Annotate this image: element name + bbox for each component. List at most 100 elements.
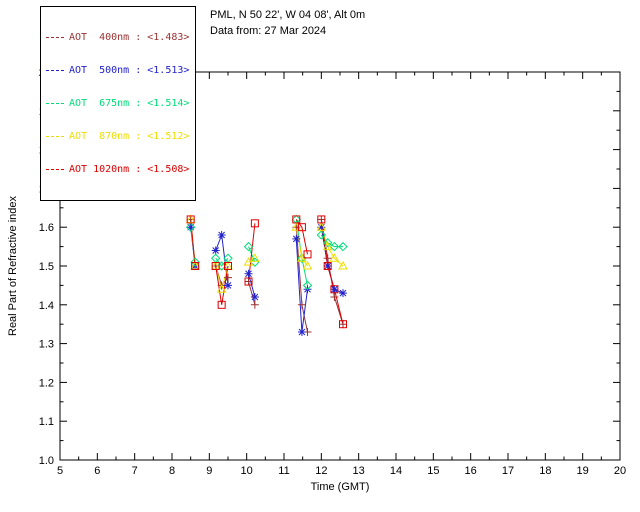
y-tick-label: 1.3 <box>39 339 54 351</box>
plus-marker <box>338 320 347 329</box>
square-marker <box>303 250 312 259</box>
legend-item-1020nm: AOT 1020nm : <1.508> <box>46 164 189 175</box>
diamond-marker <box>338 241 348 252</box>
x-tick-label: 8 <box>169 465 175 477</box>
asterisk-marker <box>292 234 301 243</box>
square-marker <box>211 262 220 270</box>
asterisk-marker <box>186 223 195 232</box>
diamond-marker <box>185 222 196 232</box>
x-tick-label: 15 <box>427 465 439 477</box>
x-axis-title: Time (GMT) <box>311 481 370 493</box>
square-marker <box>338 320 347 329</box>
diamond-marker <box>302 280 313 291</box>
y-tick-label: 1.2 <box>39 377 54 389</box>
legend-item-400nm: AOT 400nm : <1.483> <box>46 32 189 43</box>
plus-marker <box>323 254 332 263</box>
x-tick-label: 19 <box>577 465 589 477</box>
legend-label-675nm: AOT 675nm : <1.514> <box>69 98 190 109</box>
x-tick-label: 16 <box>465 465 477 477</box>
legend-line-sample-500nm <box>46 70 64 71</box>
y-tick-label: 1.6 <box>39 222 54 234</box>
triangle-marker <box>216 284 227 293</box>
x-tick-label: 20 <box>614 465 626 477</box>
asterisk-marker <box>317 223 326 232</box>
header: PML, N 50 22', W 04 08', Alt 0m Data fro… <box>210 7 365 39</box>
y-tick-label: 1.5 <box>39 261 54 273</box>
plus-marker <box>317 215 326 224</box>
legend-label-1020nm: AOT 1020nm : <1.508> <box>69 164 190 175</box>
data-date: Data from: 27 Mar 2024 <box>210 25 327 37</box>
x-tick-label: 5 <box>57 465 63 477</box>
triangle-marker <box>316 222 327 231</box>
legend-line-sample-1020nm <box>46 169 64 170</box>
station-info: PML, N 50 22', W 04 08', Alt 0m <box>210 9 366 21</box>
legend-label-400nm: AOT 400nm : <1.483> <box>69 32 190 43</box>
x-tick-label: 7 <box>132 465 138 477</box>
asterisk-marker <box>330 285 339 294</box>
x-tick-label: 18 <box>539 465 551 477</box>
diamond-marker <box>322 238 333 248</box>
square-marker <box>297 223 306 232</box>
legend-item-500nm: AOT 500nm : <1.513> <box>46 65 189 76</box>
diamond-marker <box>316 230 327 240</box>
square-marker <box>186 215 195 224</box>
triangle-marker <box>250 253 260 262</box>
x-tick-label: 13 <box>353 465 365 477</box>
y-tick-label: 1.0 <box>39 455 54 467</box>
square-marker <box>224 262 232 270</box>
plus-marker <box>224 273 232 282</box>
square-marker <box>217 300 226 309</box>
legend-line-sample-400nm <box>46 37 64 38</box>
series-line-aot-1020nm <box>215 265 229 305</box>
x-tick-label: 17 <box>502 465 514 477</box>
asterisk-marker <box>323 262 332 270</box>
asterisk-marker <box>250 293 259 302</box>
diamond-marker <box>329 241 340 252</box>
square-marker <box>191 262 200 270</box>
legend-box: AOT 400nm : <1.483> AOT 500nm : <1.513> … <box>40 6 197 201</box>
x-tick-label: 11 <box>278 465 289 477</box>
square-marker <box>317 215 326 224</box>
square-marker <box>323 262 332 270</box>
asterisk-marker <box>338 289 347 298</box>
series-line-aot-1020nm <box>248 223 256 282</box>
asterisk-marker <box>211 246 220 255</box>
triangle-marker <box>329 253 340 262</box>
series-line-aot-870nm <box>320 227 344 267</box>
square-marker <box>292 215 301 224</box>
triangle-marker <box>302 260 313 270</box>
legend-item-870nm: AOT 870nm : <1.512> <box>46 131 189 142</box>
series-line-aot-1020nm <box>320 219 344 325</box>
plus-marker <box>297 300 306 309</box>
square-marker <box>330 285 339 294</box>
diamond-marker <box>243 241 254 252</box>
x-tick-label: 9 <box>206 465 212 477</box>
asterisk-marker <box>297 327 306 336</box>
y-tick-label: 1.4 <box>39 300 54 312</box>
asterisk-marker <box>244 269 253 278</box>
diamond-marker <box>297 253 307 263</box>
plus-marker <box>244 277 253 286</box>
asterisk-marker <box>217 230 226 239</box>
legend-label-870nm: AOT 870nm : <1.512> <box>69 131 190 142</box>
y-axis-title: Real Part of Refractive index <box>7 195 19 336</box>
y-tick-label: 1.1 <box>39 416 54 428</box>
plus-marker <box>330 293 339 302</box>
square-marker <box>250 219 259 228</box>
square-marker <box>244 277 253 286</box>
legend-label-500nm: AOT 500nm : <1.513> <box>69 65 190 76</box>
asterisk-marker <box>224 281 232 290</box>
triangle-marker <box>322 241 333 251</box>
legend-line-sample-870nm <box>46 136 64 137</box>
plus-marker <box>250 300 259 309</box>
triangle-marker <box>338 260 348 270</box>
legend-item-675nm: AOT 675nm : <1.514> <box>46 98 189 109</box>
x-tick-label: 14 <box>390 465 402 477</box>
legend-line-sample-675nm <box>46 103 64 104</box>
diamond-marker <box>190 257 200 267</box>
x-tick-label: 12 <box>315 465 327 477</box>
x-tick-label: 6 <box>94 465 100 477</box>
x-tick-label: 10 <box>241 465 253 477</box>
